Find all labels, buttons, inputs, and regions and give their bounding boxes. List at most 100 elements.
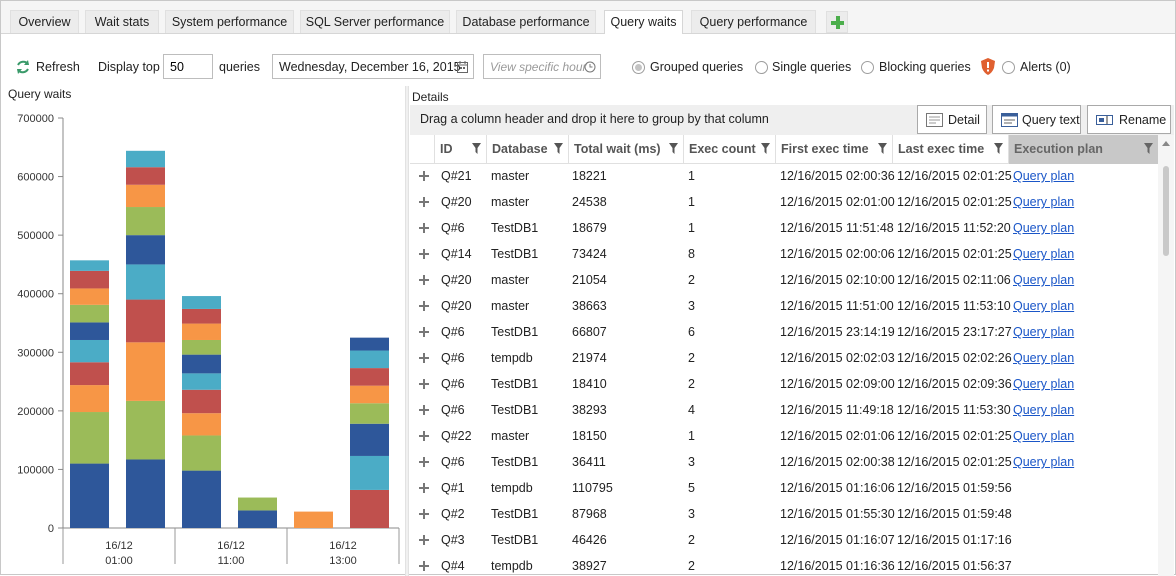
alerts-label[interactable]: Alerts (0): [1020, 60, 1071, 74]
expand-icon[interactable]: [419, 535, 429, 545]
column-header-id[interactable]: ID: [434, 135, 486, 164]
expand-icon[interactable]: [419, 197, 429, 207]
query-plan-link[interactable]: Query plan: [1013, 351, 1075, 365]
expand-icon[interactable]: [419, 509, 429, 519]
column-header-first-exec-time[interactable]: First exec time: [775, 135, 892, 164]
top-n-input[interactable]: [163, 54, 213, 79]
table-row[interactable]: Q#1 tempdb 110795 5 12/16/2015 01:16:06 12/16…: [410, 476, 1158, 502]
table-row[interactable]: Q#3 TestDB1 46426 2 12/16/2015 01:16:07 12/16…: [410, 528, 1158, 554]
table-row[interactable]: Q#6 TestDB1 18679 1 12/16/2015 11:51:48 12/16…: [410, 216, 1158, 242]
x-tick-label-time: 11:00: [218, 555, 245, 567]
column-header-exec-count[interactable]: Exec count: [683, 135, 775, 164]
clock-icon[interactable]: [584, 61, 596, 73]
alerts-radio[interactable]: [1002, 61, 1015, 74]
table-row[interactable]: Q#6 TestDB1 18410 2 12/16/2015 02:09:00 12/16…: [410, 372, 1158, 398]
column-header-last-exec-time[interactable]: Last exec time: [892, 135, 1008, 164]
expand-icon[interactable]: [419, 353, 429, 363]
cell-id: Q#6: [441, 325, 465, 339]
single-queries-label[interactable]: Single queries: [772, 60, 852, 74]
filter-icon[interactable]: [1144, 143, 1153, 154]
filter-icon[interactable]: [472, 143, 481, 154]
pane-splitter[interactable]: [405, 86, 409, 576]
table-row[interactable]: Q#20 master 38663 3 12/16/2015 11:51:00 12/16…: [410, 294, 1158, 320]
table-row[interactable]: Q#6 TestDB1 66807 6 12/16/2015 23:14:19 12/16…: [410, 320, 1158, 346]
cell-exec-count: 2: [688, 377, 695, 391]
bar-segment: [182, 323, 221, 340]
table-row[interactable]: Q#20 master 24538 1 12/16/2015 02:01:00 12/16…: [410, 190, 1158, 216]
table-row[interactable]: Q#4 tempdb 38927 2 12/16/2015 01:16:36 12/16/…: [410, 554, 1158, 576]
tab-query-waits[interactable]: Query waits: [604, 10, 683, 35]
cell-database: TestDB1: [491, 221, 539, 235]
query-plan-link[interactable]: Query plan: [1013, 273, 1075, 287]
expand-icon[interactable]: [419, 483, 429, 493]
table-row[interactable]: Q#2 TestDB1 87968 3 12/16/2015 01:55:30 12/16…: [410, 502, 1158, 528]
refresh-icon[interactable]: [15, 59, 31, 75]
table-row[interactable]: Q#21 master 18221 1 12/16/2015 02:00:36 12/16…: [410, 164, 1158, 190]
date-picker[interactable]: Wednesday, December 16, 2015: [272, 54, 474, 79]
queries-label: queries: [219, 60, 260, 74]
calendar-icon[interactable]: [457, 61, 468, 73]
column-header-execution-plan[interactable]: Execution plan: [1008, 135, 1158, 164]
filter-icon[interactable]: [669, 143, 678, 154]
column-header-database[interactable]: Database: [486, 135, 568, 164]
query-plan-link[interactable]: Query plan: [1013, 299, 1075, 313]
expand-icon[interactable]: [419, 561, 429, 571]
filter-icon[interactable]: [994, 143, 1003, 154]
expand-icon[interactable]: [419, 275, 429, 285]
table-row[interactable]: Q#20 master 21054 2 12/16/2015 02:10:00 12/16…: [410, 268, 1158, 294]
tab-wait-stats[interactable]: Wait stats: [85, 10, 159, 33]
blocking-queries-radio[interactable]: [861, 61, 874, 74]
cell-last-exec-time: 12/16/2015 01:59:56: [897, 481, 1012, 495]
query-text-button[interactable]: Query text: [992, 105, 1081, 134]
scrollbar-thumb[interactable]: [1163, 166, 1169, 256]
expand-icon[interactable]: [419, 457, 429, 467]
bar-segment: [294, 511, 333, 528]
tab-sql-server-performance[interactable]: SQL Server performance: [300, 10, 450, 33]
hour-picker[interactable]: View specific hour: [483, 54, 601, 79]
expand-icon[interactable]: [419, 249, 429, 259]
expand-icon[interactable]: [419, 301, 429, 311]
column-header-total-wait[interactable]: Total wait (ms): [568, 135, 683, 164]
expand-icon[interactable]: [419, 223, 429, 233]
expand-icon[interactable]: [419, 379, 429, 389]
table-row[interactable]: Q#22 master 18150 1 12/16/2015 02:01:06 12/16…: [410, 424, 1158, 450]
rename-button[interactable]: Rename: [1087, 105, 1171, 134]
query-plan-link[interactable]: Query plan: [1013, 325, 1075, 339]
table-row[interactable]: Q#6 TestDB1 36411 3 12/16/2015 02:00:38 12/16…: [410, 450, 1158, 476]
grouped-queries-label[interactable]: Grouped queries: [650, 60, 744, 74]
expand-icon[interactable]: [419, 405, 429, 415]
query-plan-link[interactable]: Query plan: [1013, 429, 1075, 443]
query-plan-link[interactable]: Query plan: [1013, 221, 1075, 235]
query-plan-link[interactable]: Query plan: [1013, 247, 1075, 261]
tab-database-performance[interactable]: Database performance: [456, 10, 596, 33]
single-queries-radio[interactable]: [755, 61, 768, 74]
query-plan-link[interactable]: Query plan: [1013, 403, 1075, 417]
tab-overview[interactable]: Overview: [10, 10, 79, 33]
query-plan-link[interactable]: Query plan: [1013, 455, 1075, 469]
query-plan-link[interactable]: Query plan: [1013, 377, 1075, 391]
detail-button[interactable]: Detail: [917, 105, 987, 134]
filter-icon[interactable]: [761, 143, 770, 154]
vertical-scrollbar[interactable]: [1158, 135, 1174, 576]
filter-icon[interactable]: [554, 143, 563, 154]
add-tab-button[interactable]: [826, 11, 848, 33]
blocking-queries-label[interactable]: Blocking queries: [879, 60, 971, 74]
expand-icon[interactable]: [419, 171, 429, 181]
grouped-queries-radio[interactable]: [632, 61, 645, 74]
query-plan-link[interactable]: Query plan: [1013, 195, 1075, 209]
table-row[interactable]: Q#14 TestDB1 73424 8 12/16/2015 02:00:06 12/1…: [410, 242, 1158, 268]
tab-system-performance[interactable]: System performance: [165, 10, 294, 33]
expand-icon[interactable]: [419, 327, 429, 337]
filter-icon[interactable]: [878, 143, 887, 154]
scroll-up-icon[interactable]: [1162, 141, 1170, 146]
expand-icon[interactable]: [419, 431, 429, 441]
cell-exec-count: 1: [688, 221, 695, 235]
refresh-button[interactable]: Refresh: [36, 60, 80, 74]
bar-segment: [70, 339, 109, 363]
table-row[interactable]: Q#6 TestDB1 38293 4 12/16/2015 11:49:18 12/16…: [410, 398, 1158, 424]
table-row[interactable]: Q#6 tempdb 21974 2 12/16/2015 02:02:03 12/16/…: [410, 346, 1158, 372]
cell-database: TestDB1: [491, 325, 539, 339]
query-plan-link[interactable]: Query plan: [1013, 169, 1075, 183]
cell-first-exec-time: 12/16/2015 01:55:30: [780, 507, 895, 521]
tab-query-performance[interactable]: Query performance: [691, 10, 816, 33]
